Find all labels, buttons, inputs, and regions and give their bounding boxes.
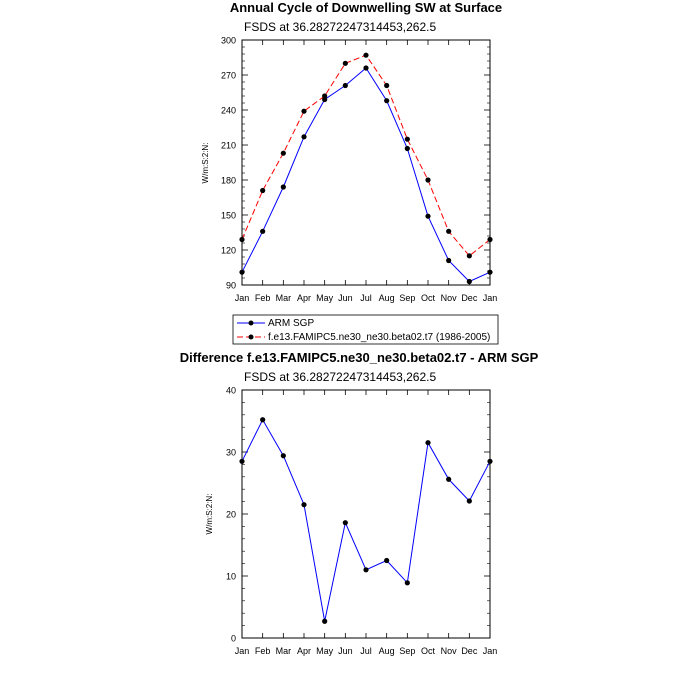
annual-cycle-chart: Annual Cycle of Downwelling SW at Surfac… [201,0,502,303]
chart2-data-point-0 [260,417,266,423]
chart1-data-point-1 [384,82,390,89]
chart2-data-point-0 [322,618,328,624]
chart1-series-line-0 [241,67,491,283]
chart2-data-point-0 [466,498,472,504]
chart1-x-tick-label: Jul [360,293,372,303]
chart1-data-point-0 [446,257,452,264]
chart1-y-tick-label: 180 [221,176,236,186]
legend-label-model: f.e13.FAMIPC5.ne30_ne30.beta02.t7 (1986-… [268,332,490,343]
chart1-data-point-0 [384,98,390,104]
chart1-series-line-1 [241,54,491,257]
chart1-x-tick-label: Dec [461,293,478,303]
chart1-data-point-1 [342,60,348,66]
chart1-data-point-0 [260,228,266,234]
chart1-x-tick-label: Apr [297,293,311,303]
chart2-data-point-0 [342,520,348,526]
chart1-x-tick-label: Jun [338,293,353,303]
chart2-x-tick-label: Apr [297,646,311,656]
chart1-data-point-1 [363,52,369,58]
chart1-data-point-1 [260,187,266,194]
chart2-x-tick-label: May [316,646,334,656]
legend-box [232,314,499,345]
chart1-y-tick-label: 210 [221,141,236,151]
chart1-legend: ARM SGP f.e13.FAMIPC5.ne30_ne30.beta02.t… [232,314,499,345]
chart2-x-tick-label: Nov [441,646,458,656]
chart1-data-point-0 [363,65,369,71]
chart2-subtitle: FSDS at 36.28272247314453,262.5 [244,370,436,384]
chart1-x-tick-label: Sep [399,293,415,303]
chart1-x-tick-label: Mar [276,293,292,303]
chart2-x-tick-label: Aug [379,646,395,656]
chart2-y-tick-label: 0 [231,634,236,644]
chart1-x-tick-label: Feb [255,293,271,303]
chart2-y-tick-label: 30 [226,448,236,458]
chart2-plot-frame [241,389,491,639]
chart1-data-point-1 [446,228,452,234]
chart2-x-tick-label: Mar [276,646,292,656]
chart2-data-point-0 [487,458,493,464]
chart1-y-tick-label: 90 [226,281,236,291]
chart1-y-axis-label: W/m:S:2:N: [201,143,210,184]
chart2-data-point-0 [425,440,431,446]
chart2-data-point-0 [280,453,286,459]
chart2-series-line-0 [241,418,491,622]
chart2-x-tick-label: Feb [255,646,271,656]
chart1-data-point-1 [466,253,472,259]
chart1-x-tick-label: May [316,293,334,303]
chart1-x-tick-label: Oct [421,293,436,303]
chart1-y-tick-label: 240 [221,106,236,116]
chart1-y-tick-label: 300 [221,36,236,46]
difference-chart: Difference f.e13.FAMIPC5.ne30_ne30.beta0… [180,350,539,656]
chart2-data-point-0 [239,458,245,464]
chart1-data-point-0 [239,269,245,275]
chart1-data-point-0 [301,134,307,140]
chart1-data-point-1 [280,150,286,156]
chart2-y-tick-label: 20 [226,510,236,520]
legend-marker-arm-sgp [248,320,254,326]
chart2-y-axis-label: W/m:S:2:N: [205,494,214,535]
chart2-data-point-0 [384,557,390,564]
chart1-data-point-1 [404,136,410,142]
chart1-x-tick-label: Jan [235,293,250,303]
chart2-title: Difference f.e13.FAMIPC5.ne30_ne30.beta0… [180,350,539,365]
chart2-x-tick-label: Jan [235,646,250,656]
chart1-data-point-0 [342,82,348,89]
chart1-subtitle: FSDS at 36.28272247314453,262.5 [244,20,436,34]
chart1-data-point-0 [404,145,410,152]
chart1-data-point-0 [487,269,493,275]
chart1-data-point-1 [301,108,307,114]
chart2-x-tick-label: Oct [421,646,436,656]
chart1-data-point-0 [466,278,472,285]
chart1-y-tick-label: 120 [221,246,236,256]
chart2-x-tick-label: Jan [483,646,498,656]
chart1-x-tick-label: Nov [441,293,458,303]
chart1-title: Annual Cycle of Downwelling SW at Surfac… [230,0,502,15]
chart2-x-tick-label: Sep [399,646,415,656]
chart1-data-point-1 [322,93,328,99]
chart2-plot-area: Jan Feb Mar Apr May Jun Jul Aug Sep Oct Nov Dec Jan 0… [226,386,497,657]
chart2-y-tick-label: 10 [226,572,236,582]
chart1-x-tick-label: Aug [379,293,395,303]
legend-label-arm-sgp: ARM SGP [268,318,314,329]
chart2-x-tick-label: Dec [461,646,478,656]
legend-marker-model [248,334,254,340]
chart2-x-tick-label: Jun [338,646,353,656]
chart1-data-point-0 [425,213,431,219]
chart1-x-tick-label: Jan [483,293,498,303]
chart2-data-point-0 [301,502,307,508]
chart1-plot-area: Jan Feb Mar Apr May Jun Jul Aug Sep Oct Nov Dec Jan 9… [221,36,497,304]
chart1-plot-frame [241,39,491,286]
chart1-data-point-1 [425,177,431,183]
chart1-y-tick-label: 150 [221,211,236,221]
chart1-data-point-1 [239,236,245,243]
chart2-data-point-0 [446,476,452,482]
chart2-data-point-0 [404,580,410,586]
chart2-x-tick-label: Jul [360,646,372,656]
chart1-y-tick-label: 270 [221,71,236,81]
chart2-y-tick-label: 40 [226,386,236,396]
chart1-data-point-0 [280,184,286,190]
chart2-data-point-0 [363,567,369,573]
chart1-data-point-1 [487,236,493,243]
